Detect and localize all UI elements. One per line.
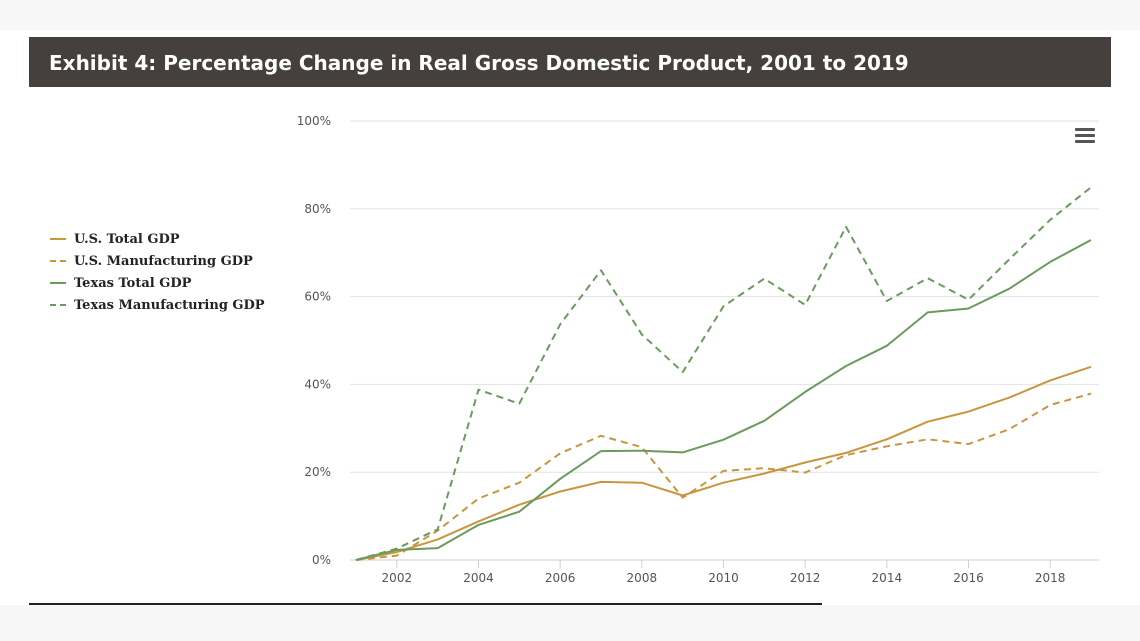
background-shape <box>0 0 1140 30</box>
hamburger-menu-icon <box>1075 133 1095 137</box>
legend-swatch <box>50 304 66 306</box>
background-shape <box>0 605 1140 641</box>
legend: U.S. Total GDP U.S. Manufacturing GDP Texa… <box>50 228 265 316</box>
hamburger-menu-icon <box>1075 139 1095 143</box>
chart-menu-button[interactable] <box>1072 124 1098 146</box>
legend-item[interactable]: U.S. Manufacturing GDP <box>50 250 265 272</box>
legend-item[interactable]: U.S. Total GDP <box>50 228 265 250</box>
y-tick-label: 80% <box>304 202 331 216</box>
series-line <box>355 239 1092 561</box>
legend-label: U.S. Total GDP <box>74 231 180 247</box>
x-tick-label: 2014 <box>872 571 903 585</box>
x-tick-label: 2016 <box>953 571 984 585</box>
legend-item[interactable]: Texas Total GDP <box>50 272 265 294</box>
hamburger-menu-icon <box>1075 127 1095 131</box>
series-line <box>355 365 1092 561</box>
x-tick-label: 2002 <box>382 571 413 585</box>
x-tick-label: 2018 <box>1035 571 1066 585</box>
series-line <box>355 392 1092 561</box>
legend-label: Texas Manufacturing GDP <box>74 297 265 313</box>
legend-label: Texas Total GDP <box>74 275 192 291</box>
y-tick-label: 40% <box>304 377 331 391</box>
x-tick-label: 2010 <box>708 571 739 585</box>
series-line <box>355 186 1092 561</box>
x-tick-label: 2004 <box>463 571 494 585</box>
y-tick-label: 60% <box>304 290 331 304</box>
header-bar: Exhibit 4: Percentage Change in Real Gro… <box>29 37 1111 87</box>
y-tick-label: 0% <box>312 553 331 567</box>
legend-label: U.S. Manufacturing GDP <box>74 253 253 269</box>
legend-item[interactable]: Texas Manufacturing GDP <box>50 294 265 316</box>
footer-divider <box>29 603 822 605</box>
y-tick-label: 20% <box>304 465 331 479</box>
chart-title: Exhibit 4: Percentage Change in Real Gro… <box>49 51 909 75</box>
legend-swatch <box>50 238 66 240</box>
y-tick-label: 100% <box>297 114 331 128</box>
legend-swatch <box>50 260 66 262</box>
legend-swatch <box>50 282 66 284</box>
x-tick-label: 2012 <box>790 571 821 585</box>
x-tick-label: 2008 <box>627 571 658 585</box>
x-tick-label: 2006 <box>545 571 576 585</box>
